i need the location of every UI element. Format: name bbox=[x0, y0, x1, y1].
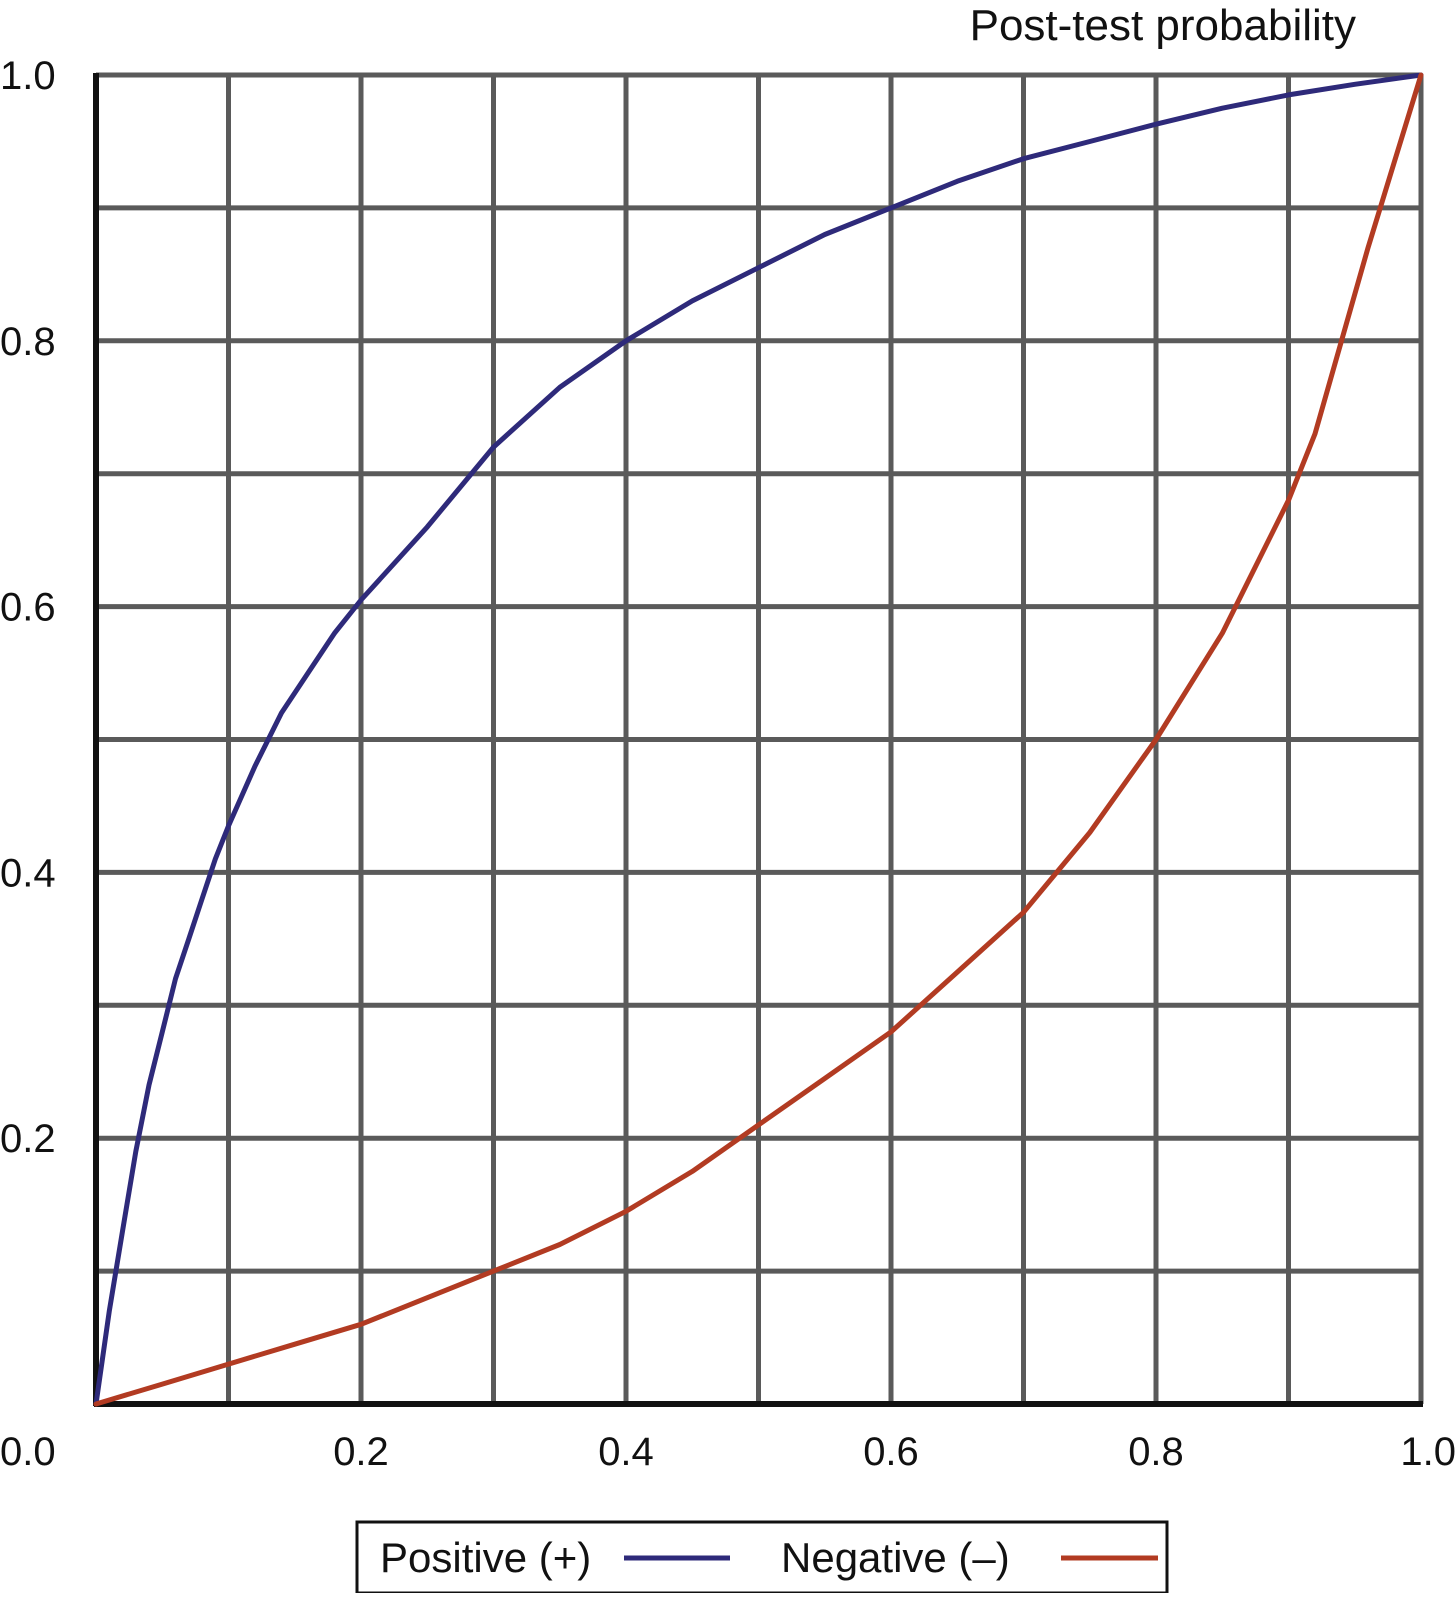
legend-label-positive: Positive (+) bbox=[380, 1534, 591, 1581]
x-tick-label: 0.6 bbox=[863, 1430, 919, 1474]
axes-layer bbox=[93, 73, 1423, 1407]
x-tick-label: 0.4 bbox=[598, 1430, 654, 1474]
series-line-negative bbox=[93, 72, 1424, 1407]
grid-layer bbox=[96, 72, 1424, 1404]
x-tick-label: 0.8 bbox=[1128, 1430, 1184, 1474]
chart-title: Post-test probability bbox=[970, 1, 1356, 50]
x-tick-label: 0.0 bbox=[0, 1430, 56, 1474]
y-tick-label: 0.8 bbox=[0, 320, 56, 364]
y-tick-label: 0.6 bbox=[0, 586, 56, 630]
tick-label-layer: 0.0 0.2 0.4 0.6 0.8 1.0 0.2 0.4 0.6 0.8 1.0 bbox=[0, 54, 1456, 1474]
y-tick-label: 0.4 bbox=[0, 851, 56, 895]
y-tick-label: 1.0 bbox=[0, 54, 56, 98]
y-tick-label: 0.2 bbox=[0, 1117, 56, 1161]
x-tick-label: 0.2 bbox=[333, 1430, 389, 1474]
x-tick-label: 1.0 bbox=[1400, 1430, 1456, 1474]
series-line-positive bbox=[93, 72, 1424, 1407]
series-layer bbox=[93, 72, 1424, 1407]
legend-label-negative: Negative (–) bbox=[781, 1534, 1010, 1581]
legend-box bbox=[355, 1520, 1169, 1595]
legend: Positive (+) Negative (–) bbox=[355, 1520, 1169, 1595]
